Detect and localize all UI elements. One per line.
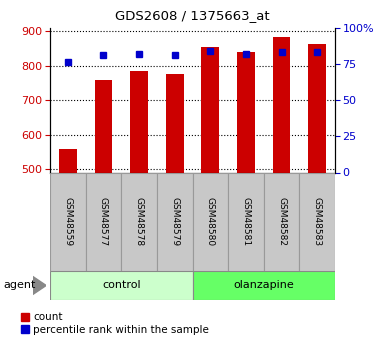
Legend: count, percentile rank within the sample: count, percentile rank within the sample [21, 312, 209, 335]
Text: olanzapine: olanzapine [233, 280, 294, 290]
Text: GSM48580: GSM48580 [206, 197, 215, 246]
FancyBboxPatch shape [192, 172, 228, 271]
Text: agent: agent [4, 280, 36, 290]
Polygon shape [33, 276, 46, 295]
Bar [237, 52, 255, 172]
Text: GSM48578: GSM48578 [135, 197, 144, 246]
FancyBboxPatch shape [121, 172, 157, 271]
Bar [308, 44, 326, 172]
Text: GSM48559: GSM48559 [64, 197, 72, 246]
Text: GSM48582: GSM48582 [277, 197, 286, 246]
Bar [201, 47, 219, 172]
Text: GDS2608 / 1375663_at: GDS2608 / 1375663_at [115, 9, 270, 22]
FancyBboxPatch shape [157, 172, 192, 271]
Text: GSM48579: GSM48579 [170, 197, 179, 246]
FancyBboxPatch shape [50, 172, 85, 271]
Bar [166, 74, 184, 172]
FancyBboxPatch shape [50, 271, 192, 300]
FancyBboxPatch shape [85, 172, 121, 271]
Bar [130, 71, 148, 172]
Bar [95, 80, 112, 172]
FancyBboxPatch shape [300, 172, 335, 271]
Text: GSM48581: GSM48581 [241, 197, 250, 246]
Text: GSM48577: GSM48577 [99, 197, 108, 246]
FancyBboxPatch shape [264, 172, 300, 271]
FancyBboxPatch shape [192, 271, 335, 300]
Bar [273, 37, 290, 172]
Text: GSM48583: GSM48583 [313, 197, 321, 246]
Text: control: control [102, 280, 141, 290]
Bar [59, 149, 77, 172]
FancyBboxPatch shape [228, 172, 264, 271]
